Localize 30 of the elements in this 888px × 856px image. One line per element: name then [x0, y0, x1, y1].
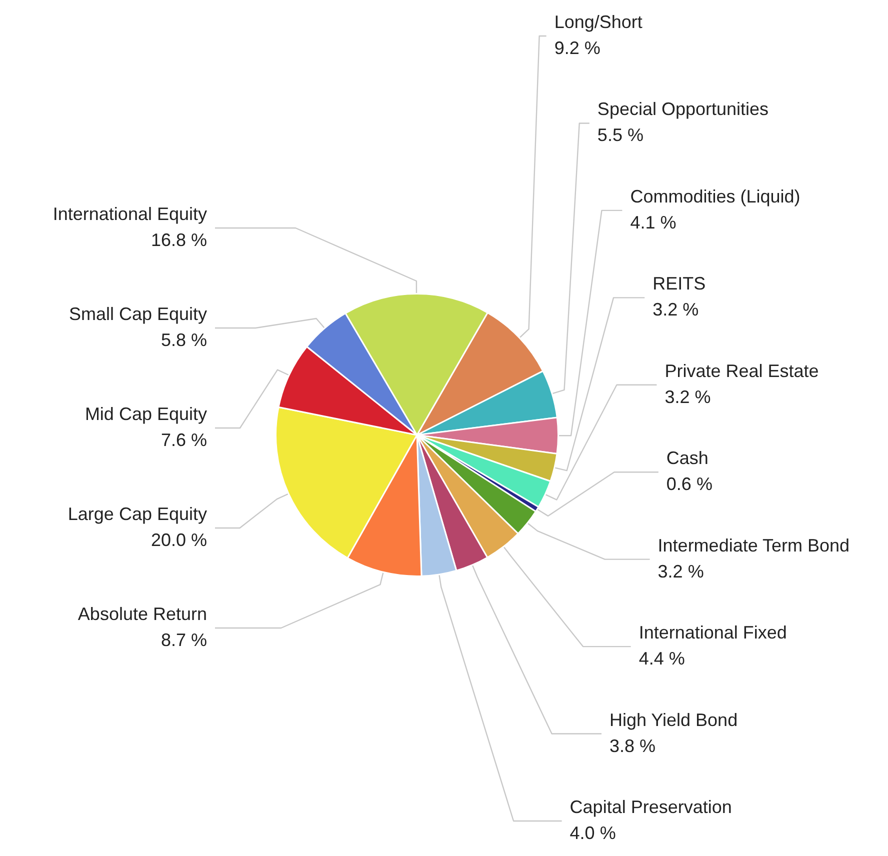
slice-label: International Fixed [638, 622, 787, 643]
slice-label: Intermediate Term Bond [658, 535, 850, 556]
data-label: 9.2 % [554, 38, 600, 58]
data-label: 4.1 % [630, 212, 676, 232]
slice-label: Cash [666, 448, 708, 468]
data-label: 5.5 % [597, 125, 644, 146]
data-label: 20.0 % [150, 530, 207, 550]
data-label: 5.8 % [160, 330, 207, 350]
data-label: 4.4 % [638, 648, 685, 669]
data-label: 3.2 % [652, 300, 699, 320]
data-label: 8.7 % [160, 630, 207, 650]
data-label: 7.6 % [160, 430, 207, 450]
slice-label: Special Opportunities [597, 99, 769, 120]
data-label: 3.8 % [609, 736, 656, 756]
data-label: 3.2 % [664, 386, 711, 407]
slice-label: Capital Preservation [570, 797, 732, 817]
slice-label: Mid Cap Equity [84, 404, 207, 424]
data-label: 16.8 % [150, 230, 207, 250]
slice-label: Large Cap Equity [68, 504, 207, 524]
slice-label: International Equity [52, 204, 207, 224]
data-label: 0.6 % [666, 474, 712, 494]
slice-label: High Yield Bond [609, 710, 738, 730]
data-label: 3.2 % [658, 561, 704, 582]
slice-label: Private Real Estate [664, 360, 819, 381]
slice-label: Small Cap Equity [68, 304, 207, 324]
data-label: 4.0 % [570, 823, 616, 843]
slice-label: Long/Short [554, 12, 642, 32]
slice-label: Absolute Return [78, 604, 207, 624]
slice-label: REITS [652, 274, 706, 294]
slice-label: Commodities (Liquid) [630, 186, 800, 206]
